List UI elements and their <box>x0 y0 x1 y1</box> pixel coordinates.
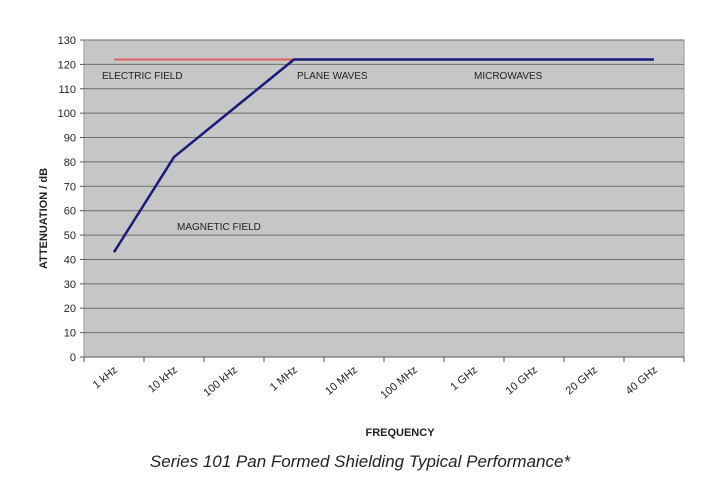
x-axis-title: FREQUENCY <box>365 427 435 439</box>
y-tick-label: 0 <box>70 352 76 364</box>
y-tick-label: 60 <box>64 206 76 218</box>
y-tick-label: 120 <box>58 59 76 71</box>
y-tick-label: 20 <box>64 303 76 315</box>
y-tick-label: 80 <box>64 157 76 169</box>
y-tick-label: 10 <box>64 328 76 340</box>
y-tick-label: 90 <box>64 133 76 145</box>
x-tick-label: 1 GHz <box>448 364 480 393</box>
x-tick-label: 1 kHz <box>91 364 120 391</box>
plot-area <box>83 39 685 358</box>
y-axis-title: ATTENUATION / dB <box>38 168 50 269</box>
y-axis-ticks: 0 10 20 30 40 50 60 70 80 90 100 110 120 130 <box>58 35 84 364</box>
magnetic-field-line <box>112 58 654 253</box>
y-tick-label: 30 <box>64 279 76 291</box>
x-tick-label: 10 kHz <box>146 364 180 395</box>
attenuation-chart: 0 10 20 30 40 50 60 70 80 90 100 110 120 130 1 kHz 10 … <box>38 35 685 439</box>
x-tick-label: 1 MHz <box>268 364 300 394</box>
x-tick-label: 40 GHz <box>624 364 660 397</box>
region-label: ELECTRIC FIELD <box>102 71 183 82</box>
y-tick-label: 40 <box>64 254 76 266</box>
region-label: MAGNETIC FIELD <box>177 222 261 233</box>
x-tick-label: 20 GHz <box>564 364 600 397</box>
region-label: MICROWAVES <box>474 71 543 82</box>
region-label: PLANE WAVES <box>297 71 368 82</box>
y-tick-label: 50 <box>64 230 76 242</box>
region-labels: ELECTRIC FIELD PLANE WAVES MICROWAVES MAGNE… <box>102 71 543 233</box>
y-tick-label: 130 <box>58 35 76 47</box>
gridlines <box>84 39 684 358</box>
x-tick-label: 100 kHz <box>201 364 240 399</box>
x-tick-label: 10 GHz <box>504 364 540 397</box>
x-tick-label: 10 MHz <box>323 364 360 398</box>
x-axis-ticks: 1 kHz 10 kHz 100 kHz 1 MHz 10 MHz 100 MHz 1 GH… <box>83 356 685 402</box>
series-lines <box>112 58 654 253</box>
y-tick-label: 70 <box>64 181 76 193</box>
y-tick-label: 100 <box>58 108 76 120</box>
chart-caption: Series 101 Pan Formed Shielding Typical … <box>149 452 571 471</box>
x-tick-label: 100 MHz <box>378 364 419 401</box>
y-tick-label: 110 <box>58 84 76 96</box>
